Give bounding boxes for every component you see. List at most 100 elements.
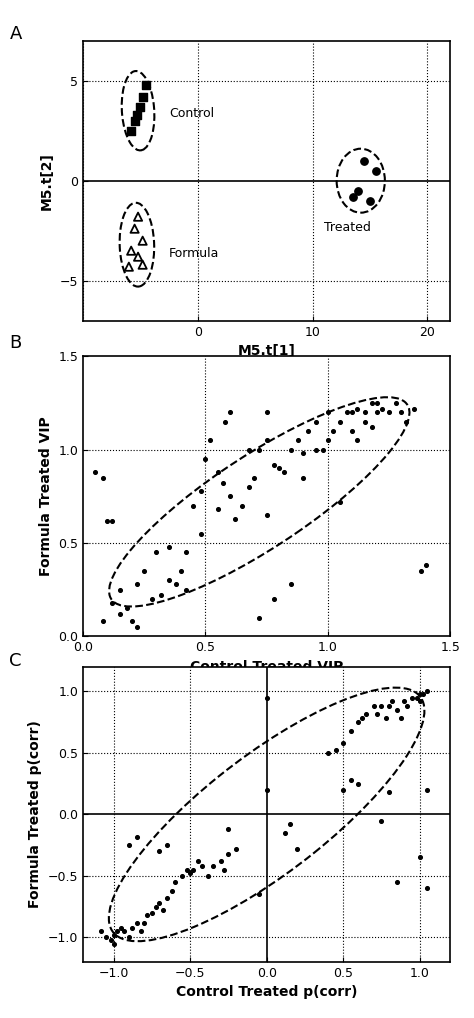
Point	[194, 853, 201, 869]
Point	[165, 539, 173, 555]
Point	[182, 581, 190, 598]
Point	[91, 464, 99, 480]
X-axis label: M5.t[1]: M5.t[1]	[237, 344, 296, 358]
Point	[339, 782, 347, 798]
Point	[263, 782, 270, 798]
Point	[220, 861, 228, 878]
Point	[207, 432, 214, 448]
Point	[413, 689, 420, 705]
Point	[275, 460, 283, 476]
Point	[251, 469, 258, 486]
Point	[165, 572, 173, 588]
Point	[186, 865, 194, 882]
Point	[354, 432, 361, 448]
Point	[358, 711, 365, 727]
Point	[225, 821, 232, 837]
Point	[128, 613, 136, 629]
Point	[255, 610, 263, 626]
Y-axis label: Formula Treated VIP: Formula Treated VIP	[38, 416, 53, 576]
Point	[131, 221, 138, 237]
Point	[219, 475, 226, 492]
Point	[373, 395, 381, 411]
Point	[255, 442, 263, 458]
Point	[128, 919, 136, 936]
Point	[378, 812, 385, 829]
Text: A: A	[9, 25, 22, 44]
Point	[312, 413, 319, 430]
Point	[270, 456, 278, 472]
Point	[402, 413, 410, 430]
Point	[263, 507, 270, 523]
Point	[295, 432, 302, 448]
Point	[324, 404, 332, 420]
Point	[368, 395, 376, 411]
Point	[139, 89, 146, 105]
Point	[125, 929, 133, 946]
Point	[300, 445, 307, 461]
Point	[348, 422, 356, 439]
Point	[255, 887, 263, 903]
Point	[99, 469, 106, 486]
Point	[144, 907, 151, 923]
Point	[263, 689, 270, 705]
Point	[197, 525, 204, 542]
Point	[398, 404, 405, 420]
Point	[137, 923, 145, 940]
Point	[214, 501, 221, 517]
Point	[131, 113, 138, 129]
Point	[164, 837, 171, 853]
Point	[125, 837, 133, 853]
Point	[280, 464, 288, 480]
Point	[164, 890, 171, 906]
Point	[226, 404, 234, 420]
Point	[217, 853, 225, 869]
Point	[183, 861, 191, 878]
Point	[139, 257, 146, 273]
Point	[157, 587, 165, 604]
Point	[182, 544, 190, 560]
Point	[109, 512, 116, 528]
Point	[148, 590, 155, 607]
Point	[393, 701, 401, 718]
Point	[355, 182, 362, 199]
Point	[102, 929, 109, 946]
Point	[159, 902, 166, 918]
Point	[140, 914, 148, 930]
Point	[286, 816, 293, 833]
Point	[133, 619, 141, 635]
Point	[385, 404, 393, 420]
Point	[378, 400, 385, 416]
Point	[329, 422, 337, 439]
Point	[98, 923, 105, 940]
Point	[287, 576, 295, 592]
Point	[416, 849, 423, 865]
Point	[99, 613, 106, 629]
Point	[417, 563, 425, 579]
Point	[123, 601, 131, 617]
Point	[137, 99, 144, 115]
Point	[355, 714, 362, 730]
Point	[197, 483, 204, 499]
Point	[214, 464, 221, 480]
Point	[304, 422, 312, 439]
Point	[362, 705, 370, 722]
Point	[128, 122, 135, 138]
Point	[408, 689, 416, 705]
Point	[133, 829, 140, 845]
Text: Control: Control	[169, 107, 214, 120]
Point	[263, 432, 270, 448]
Point	[153, 544, 160, 560]
Point	[120, 923, 128, 940]
Point	[416, 693, 423, 710]
Y-axis label: Formula Treated p(corr): Formula Treated p(corr)	[28, 721, 42, 908]
Point	[110, 936, 118, 952]
Text: B: B	[9, 334, 22, 352]
Point	[424, 880, 431, 897]
Point	[319, 442, 327, 458]
Point	[104, 512, 111, 528]
Point	[393, 873, 401, 890]
Point	[332, 742, 339, 758]
Point	[221, 413, 229, 430]
Text: Formula: Formula	[169, 246, 219, 260]
Point	[336, 494, 344, 510]
